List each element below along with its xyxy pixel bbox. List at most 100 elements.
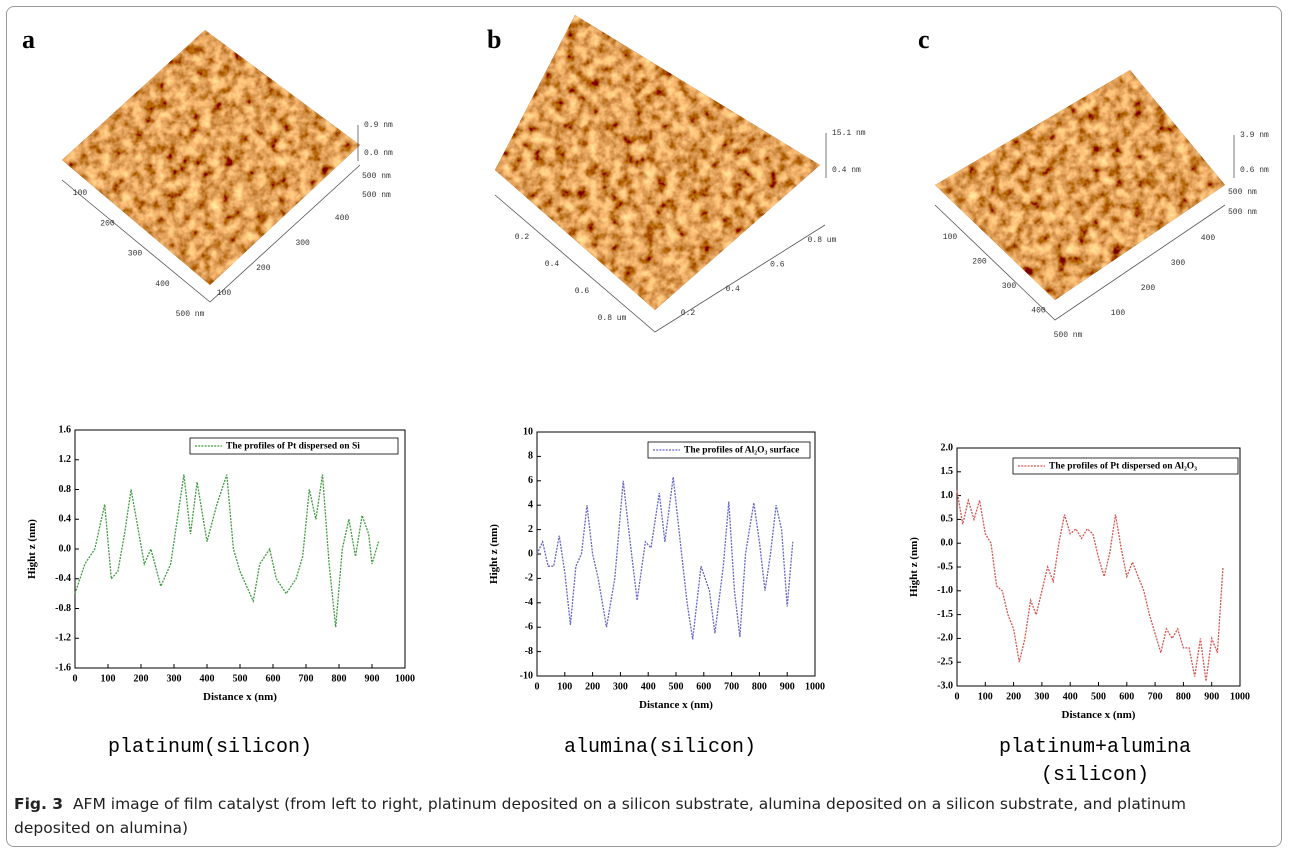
y-tick-label: -0.8 bbox=[55, 603, 71, 614]
legend-box bbox=[1012, 457, 1239, 475]
y-tick-label: 1.2 bbox=[59, 454, 72, 465]
afm-tick-label: 300 bbox=[128, 250, 143, 259]
afm-z-label: 0.4 nm bbox=[832, 166, 861, 175]
x-tick-label: 500 bbox=[1091, 691, 1106, 702]
plot-frame bbox=[74, 429, 406, 669]
afm-tick-label: 0.4 bbox=[545, 260, 560, 269]
afm-corner-label: 500 nm bbox=[362, 191, 391, 200]
afm-z-label: 15.1 nm bbox=[832, 129, 866, 138]
x-tick-label: 0 bbox=[73, 673, 78, 684]
y-tick-label: -8 bbox=[525, 646, 533, 657]
x-tick-label: 900 bbox=[780, 681, 795, 692]
afm-z-label: 0.6 nm bbox=[1240, 166, 1269, 175]
legend-label: The profiles of Al₂O₃ surface bbox=[684, 446, 799, 456]
afm-z-label: 3.9 nm bbox=[1240, 131, 1269, 140]
caption-text: AFM image of film catalyst (from left to… bbox=[14, 795, 1186, 837]
panel-caption: platinum(silicon) bbox=[108, 736, 312, 759]
y-tick-label: -1.2 bbox=[55, 633, 71, 644]
x-tick-label: 600 bbox=[696, 681, 711, 692]
afm-corner-label: 500 nm bbox=[1228, 188, 1257, 197]
y-tick-label: 0.5 bbox=[941, 514, 954, 525]
y-tick-label: 0.0 bbox=[59, 543, 72, 554]
panel-letter: a bbox=[22, 25, 35, 54]
afm-tick-label: 400 bbox=[335, 214, 350, 223]
x-tick-label: 1000 bbox=[805, 681, 825, 692]
y-tick-label: -1.0 bbox=[937, 585, 953, 596]
y-tick-label: 1.0 bbox=[941, 490, 954, 501]
plot-frame bbox=[536, 431, 816, 677]
x-tick-label: 100 bbox=[978, 691, 993, 702]
y-tick-label: -2 bbox=[525, 573, 533, 584]
y-tick-label: 4 bbox=[528, 499, 533, 510]
y-tick-label: -2.0 bbox=[937, 633, 953, 644]
x-tick-label: 0 bbox=[955, 691, 960, 702]
y-tick-label: -1.5 bbox=[937, 609, 953, 620]
afm-tick-label: 0.8 um bbox=[598, 314, 627, 323]
legend-box bbox=[647, 441, 811, 459]
y-tick-label: -4 bbox=[525, 597, 533, 608]
y-tick-label: 8 bbox=[528, 451, 533, 462]
afm-corner-label: 500 nm bbox=[362, 172, 391, 181]
x-tick-label: 900 bbox=[1204, 691, 1219, 702]
afm-tick-label: 300 bbox=[295, 239, 310, 248]
x-axis-label: Distance x (nm) bbox=[1062, 709, 1136, 721]
y-tick-label: 6 bbox=[528, 475, 533, 486]
legend-label: The profiles of Pt dispersed on Al₂O₃ bbox=[1049, 462, 1197, 472]
x-tick-label: 400 bbox=[1063, 691, 1078, 702]
x-tick-label: 700 bbox=[299, 673, 314, 684]
afm-tick-label: 0.2 bbox=[681, 309, 696, 318]
afm-axis bbox=[494, 194, 826, 333]
afm-tick-label: 100 bbox=[217, 289, 232, 298]
x-tick-label: 1000 bbox=[1230, 691, 1250, 702]
y-tick-label: -10 bbox=[520, 670, 533, 681]
y-tick-label: -2.5 bbox=[937, 656, 953, 667]
y-tick-label: 1.5 bbox=[941, 466, 954, 477]
x-tick-label: 300 bbox=[167, 673, 182, 684]
afm-tick-label: 100 bbox=[73, 189, 88, 198]
afm-tick-label: 0.6 bbox=[770, 260, 785, 269]
x-tick-label: 300 bbox=[1034, 691, 1049, 702]
afm-surface bbox=[62, 30, 360, 285]
panel-caption: alumina(silicon) bbox=[564, 736, 756, 759]
afm-tick-label: 400 bbox=[1031, 307, 1046, 316]
afm-tick-label: 100 bbox=[1111, 309, 1126, 318]
y-tick-label: 2 bbox=[528, 524, 533, 535]
x-tick-label: 900 bbox=[365, 673, 380, 684]
y-axis-label: Hight z (nm) bbox=[26, 519, 38, 579]
afm-surface bbox=[935, 70, 1225, 300]
y-tick-label: 10 bbox=[523, 426, 533, 437]
afm-tick-label: 0.8 um bbox=[808, 236, 837, 245]
afm-tick-label: 200 bbox=[100, 219, 115, 228]
panel-caption: platinum+alumina bbox=[999, 736, 1191, 759]
x-tick-label: 800 bbox=[1176, 691, 1191, 702]
y-tick-label: -0.5 bbox=[937, 561, 953, 572]
x-tick-label: 100 bbox=[557, 681, 572, 692]
x-tick-label: 0 bbox=[535, 681, 540, 692]
y-tick-label: -0.4 bbox=[55, 573, 71, 584]
afm-tick-label: 500 nm bbox=[176, 310, 205, 319]
figure-label: Fig. 3 bbox=[14, 795, 64, 813]
afm-tick-label: 500 nm bbox=[1054, 331, 1083, 340]
afm-tick-label: 0.4 bbox=[725, 285, 740, 294]
x-tick-label: 600 bbox=[266, 673, 281, 684]
x-tick-label: 200 bbox=[134, 673, 149, 684]
y-tick-label: -3.0 bbox=[937, 680, 953, 691]
afm-axis bbox=[61, 164, 361, 303]
afm-tick-label: 0.2 bbox=[515, 233, 530, 242]
x-tick-label: 700 bbox=[1148, 691, 1163, 702]
afm-z-label: 0.0 nm bbox=[364, 149, 393, 158]
y-tick-label: 0.8 bbox=[59, 484, 72, 495]
afm-axis bbox=[934, 204, 1226, 321]
plot-frame bbox=[956, 447, 1241, 687]
afm-tick-label: 300 bbox=[1171, 259, 1186, 268]
profile-line bbox=[74, 474, 380, 628]
afm-tick-label: 300 bbox=[1002, 282, 1017, 291]
legend-label: The profiles of Pt dispersed on Si bbox=[226, 442, 360, 452]
x-tick-label: 200 bbox=[585, 681, 600, 692]
afm-tick-label: 200 bbox=[256, 264, 271, 273]
y-tick-label: -6 bbox=[525, 621, 533, 632]
y-axis-label: Hight z (nm) bbox=[488, 524, 500, 584]
y-tick-label: 2.0 bbox=[941, 442, 954, 453]
y-tick-label: 0 bbox=[528, 548, 533, 559]
